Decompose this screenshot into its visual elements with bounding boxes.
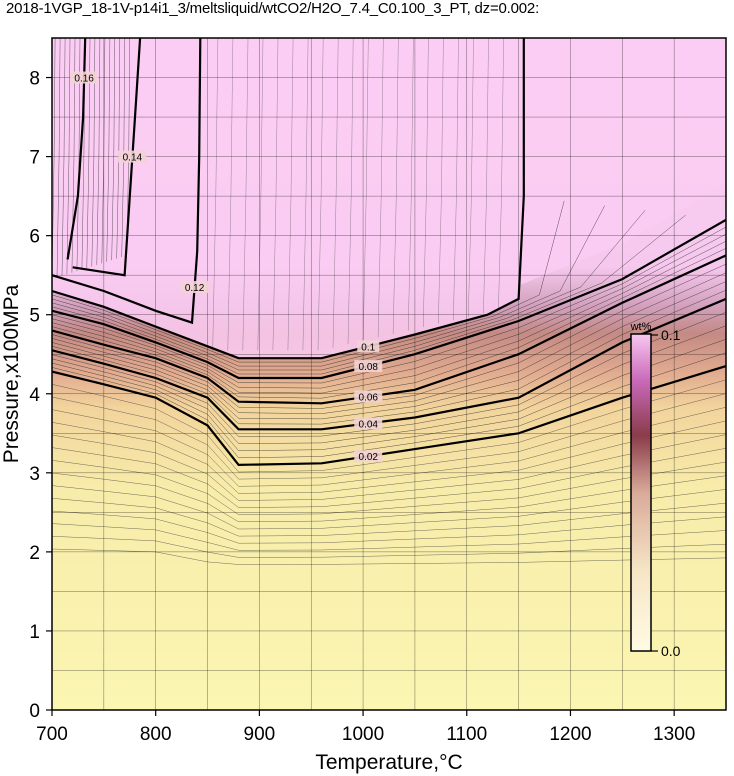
grid-lines	[52, 38, 726, 710]
contour-label-bg	[357, 340, 380, 353]
y-tick-label: 0	[29, 701, 40, 722]
contour-label-bg	[180, 281, 209, 294]
minor-contour-line	[52, 205, 605, 367]
contour-label-bg	[70, 71, 99, 84]
contour-label: 0.02	[359, 452, 379, 463]
contour-label: 0.14	[123, 153, 143, 164]
y-tick-label: 5	[29, 306, 40, 327]
colorbar: wt% 0.1 0.0	[630, 321, 681, 659]
colorbar-unit: wt%	[630, 321, 652, 333]
major-contour-line	[52, 254, 726, 405]
contour-label: 0.06	[359, 393, 379, 404]
x-tick-label: 1000	[342, 724, 384, 745]
x-tick-label: 1100	[446, 724, 487, 745]
major-contour-line	[52, 38, 525, 360]
minor-contour-line	[52, 214, 686, 375]
colorbar-max-label: 0.1	[661, 327, 681, 343]
y-axis-label: Pressure,x100MPa	[0, 284, 23, 463]
major-contours: 0.02 0.04 0.06 0.08 0.1 0.12 0.14 0.16	[52, 38, 726, 467]
x-tick-label: 900	[244, 724, 276, 745]
contour-label-bg	[354, 417, 383, 430]
major-contour-line	[52, 297, 726, 431]
y-tick-label: 1	[29, 622, 40, 643]
x-tick-label: 1200	[549, 724, 591, 745]
y-tick-label: 8	[29, 69, 40, 90]
x-axis: 700 800 900 1000 1100 1200 1300	[36, 710, 695, 745]
major-contour-line	[52, 218, 726, 380]
x-tick-label: 800	[140, 724, 172, 745]
y-tick-label: 3	[29, 464, 40, 485]
contour-label-bg	[118, 150, 147, 163]
high-co2-region	[52, 38, 726, 359]
y-tick-label: 4	[29, 385, 40, 406]
x-tick-label: 1300	[653, 724, 695, 745]
plot-frame	[51, 37, 727, 711]
contour-label-bg	[354, 390, 383, 403]
contour-label-bg	[354, 450, 383, 463]
contour-label-bg	[354, 360, 383, 373]
x-axis-label: Temperature,°C	[315, 751, 462, 774]
contour-label: 0.08	[359, 362, 379, 373]
major-contour-line	[52, 365, 726, 467]
colorbar-ramp	[630, 333, 652, 652]
x-tick-label: 700	[36, 724, 68, 745]
minor-contour-line	[52, 210, 646, 371]
contour-label: 0.04	[359, 419, 379, 430]
contour-label: 0.16	[74, 74, 94, 85]
major-contour-line	[52, 38, 202, 325]
y-axis: 0 1 2 3 4 5 6 7 8	[29, 69, 52, 722]
major-contour-line	[72, 38, 142, 277]
minor-contour-line	[52, 200, 565, 363]
contour-label: 0.1	[361, 342, 375, 353]
y-tick-label: 6	[29, 227, 40, 248]
colorbar-min-label: 0.0	[661, 643, 681, 659]
contour-label: 0.12	[185, 283, 205, 294]
chart-title: 2018-1VGP_18-1V-p14i1_3/meltsliquid/wtCO…	[6, 0, 540, 17]
y-tick-label: 7	[29, 148, 40, 169]
y-tick-label: 2	[29, 543, 40, 564]
